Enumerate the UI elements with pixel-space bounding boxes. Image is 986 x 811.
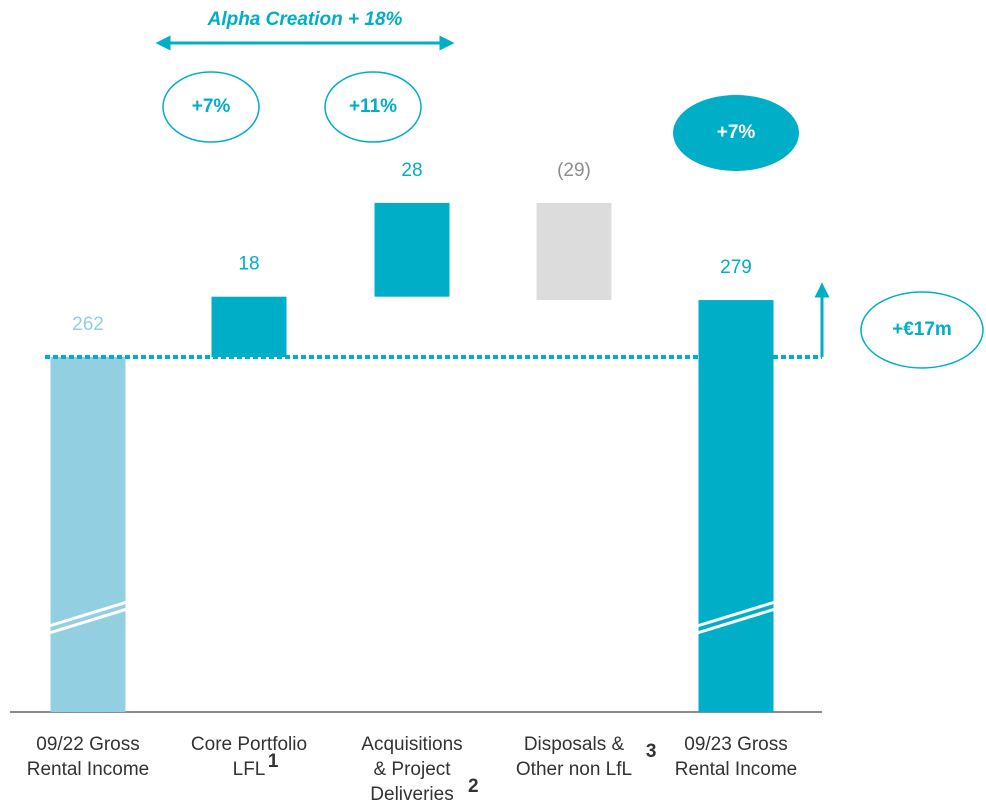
bubble-label: +11% bbox=[349, 96, 397, 117]
bar bbox=[211, 296, 287, 357]
bar bbox=[536, 202, 612, 301]
x-tick-label: Deliveries bbox=[370, 784, 453, 805]
axis-break bbox=[683, 593, 799, 632]
value-label: 262 bbox=[72, 314, 104, 335]
footnote-mark: 3 bbox=[646, 741, 657, 762]
value-label: 279 bbox=[720, 257, 752, 278]
bar bbox=[50, 357, 126, 712]
value-label: (29) bbox=[557, 160, 591, 181]
x-tick-label: Core Portfolio bbox=[191, 734, 307, 755]
x-tick-label: Rental Income bbox=[675, 759, 798, 780]
bubble-label: +€17m bbox=[892, 319, 952, 340]
bubble-label: +7% bbox=[192, 96, 231, 117]
x-tick-label: Rental Income bbox=[27, 759, 150, 780]
x-tick-label: & Project bbox=[373, 759, 451, 780]
bubble bbox=[324, 71, 422, 143]
bubble-filled bbox=[673, 95, 799, 171]
axis-break bbox=[683, 600, 799, 639]
bar bbox=[374, 202, 450, 297]
axis-break bbox=[35, 600, 151, 639]
bubble-label: +7% bbox=[717, 122, 756, 143]
axis-break bbox=[35, 593, 151, 632]
value-label: 28 bbox=[401, 160, 422, 181]
footnote-mark: 2 bbox=[468, 776, 479, 797]
bubble bbox=[860, 291, 984, 369]
x-tick-label: 09/23 Gross bbox=[684, 734, 788, 755]
alpha-label: Alpha Creation + 18% bbox=[207, 9, 403, 30]
x-tick-label: Other non LfL bbox=[516, 759, 632, 780]
x-tick-label: Disposals & bbox=[524, 734, 625, 755]
x-tick-label: LFL bbox=[233, 759, 266, 780]
x-tick-label: 09/22 Gross bbox=[36, 734, 140, 755]
x-tick-label: Acquisitions bbox=[361, 734, 462, 755]
bubble bbox=[162, 71, 260, 143]
value-label: 18 bbox=[238, 254, 259, 275]
bar bbox=[698, 300, 774, 712]
footnote-mark: 1 bbox=[268, 751, 279, 772]
